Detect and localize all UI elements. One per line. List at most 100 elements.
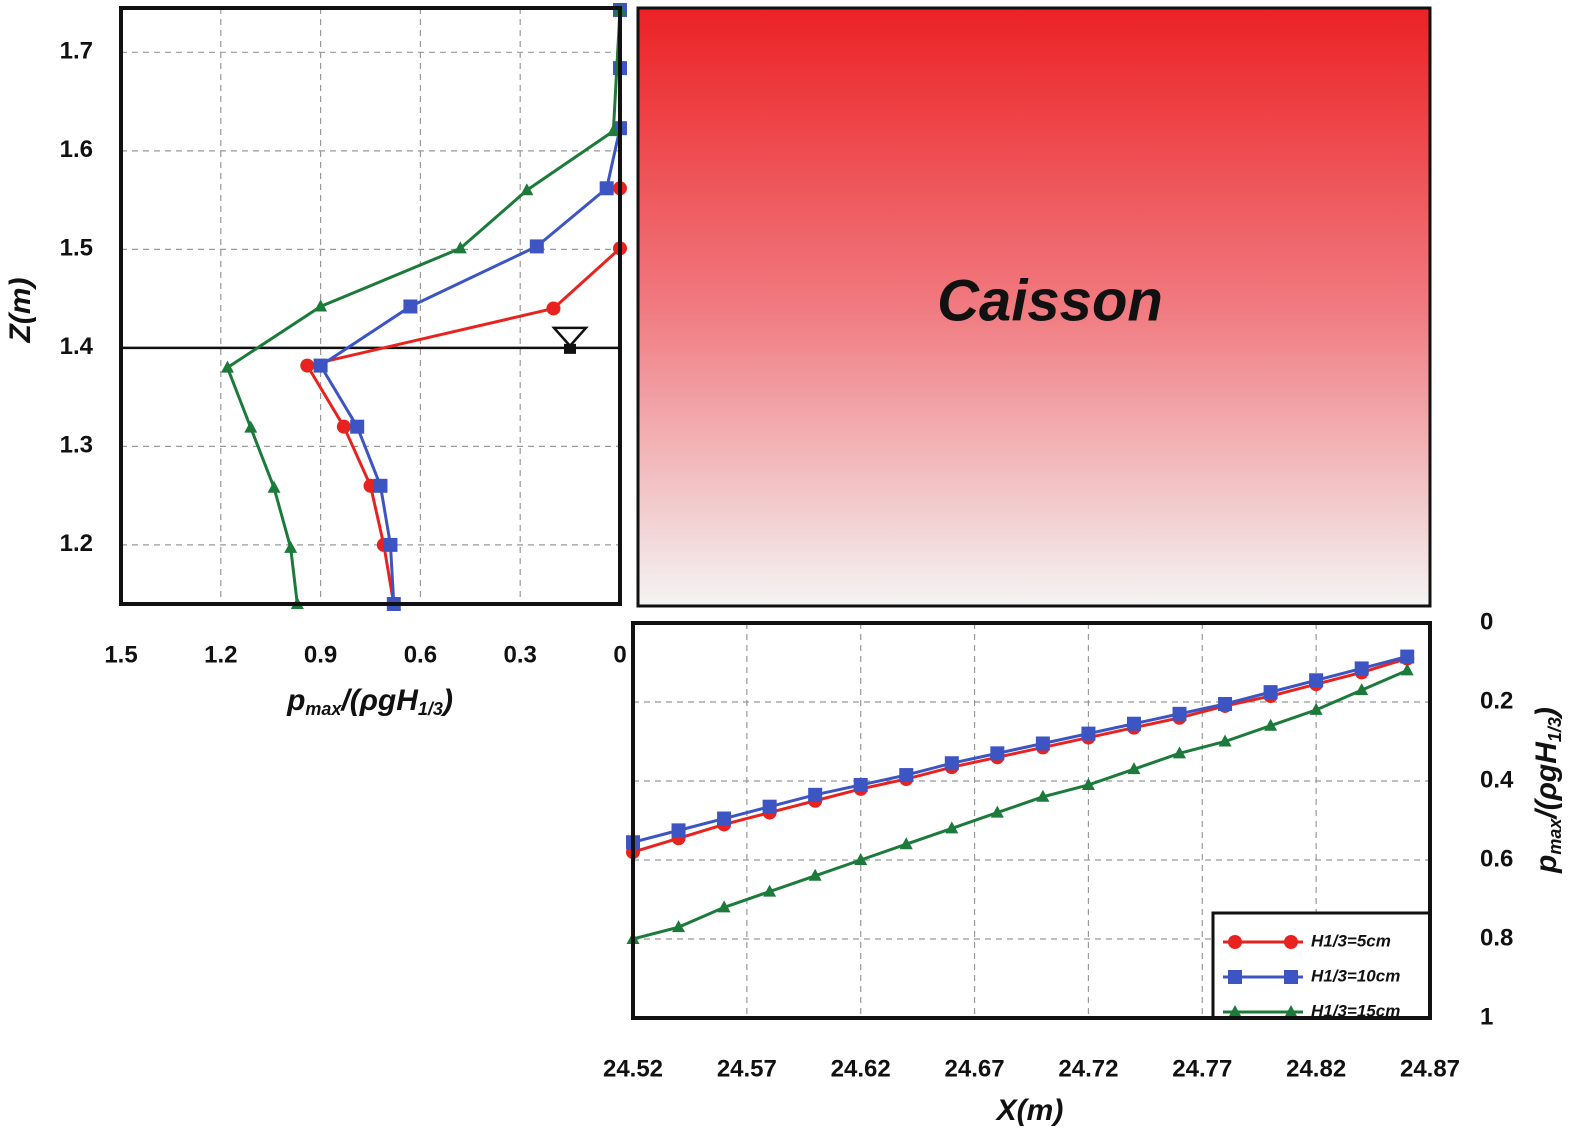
- marker: [899, 837, 913, 850]
- axis-label-part: /(ρgH: [339, 684, 419, 717]
- marker: [1309, 673, 1324, 688]
- marker: [990, 805, 1004, 818]
- x-tick-label: 0.6: [404, 641, 437, 668]
- water-symbol: [564, 343, 576, 354]
- y-tick-label: 0.6: [1480, 845, 1513, 872]
- x-tick-label: 24.72: [1058, 1055, 1118, 1082]
- axis-label-part: ): [440, 684, 453, 717]
- marker: [1284, 935, 1298, 949]
- y-tick-label: 1.3: [60, 432, 93, 459]
- plot-frame: [631, 621, 1432, 1020]
- y-tick-label: 1: [1480, 1003, 1493, 1030]
- marker: [990, 746, 1005, 761]
- series-line: [225, 9, 622, 605]
- y-tick-label: 1.5: [60, 235, 93, 262]
- marker: [808, 868, 822, 881]
- marker: [1355, 683, 1369, 696]
- marker: [717, 900, 731, 913]
- caisson-label: Caisson: [937, 268, 1163, 333]
- marker: [403, 299, 418, 314]
- marker: [1264, 718, 1278, 731]
- axis-label-part: max: [1545, 818, 1565, 855]
- x-tick-label: 24.52: [603, 1055, 663, 1082]
- marker: [520, 183, 534, 196]
- marker: [529, 239, 544, 254]
- series-line: [318, 9, 622, 605]
- marker: [1309, 702, 1323, 715]
- marker: [546, 301, 561, 316]
- marker: [606, 124, 620, 137]
- marker: [671, 823, 686, 838]
- marker: [762, 799, 777, 814]
- marker: [808, 787, 823, 802]
- x-tick-label: 1.5: [104, 641, 137, 668]
- y-tick-label: 0: [1480, 608, 1493, 635]
- marker: [1228, 1005, 1242, 1017]
- marker: [383, 537, 398, 552]
- marker: [1284, 1005, 1298, 1017]
- x-tick-label: 24.77: [1172, 1055, 1232, 1082]
- marker: [1228, 935, 1242, 949]
- marker: [1218, 696, 1233, 711]
- y-tick-label: 0.4: [1480, 766, 1514, 793]
- x-tick-label: 1.2: [204, 641, 237, 668]
- series-line: [632, 669, 1408, 941]
- axis-label-part: 1/3: [1545, 717, 1565, 742]
- y-tick-label: 0.8: [1480, 924, 1513, 951]
- x-tick-label: 24.67: [945, 1055, 1005, 1082]
- x-label: X(m): [995, 1094, 1064, 1127]
- x-tick-label: 24.87: [1400, 1055, 1460, 1082]
- marker: [1081, 777, 1095, 790]
- marker: [1228, 970, 1242, 984]
- marker: [717, 811, 732, 826]
- marker: [267, 480, 281, 493]
- marker: [313, 358, 328, 373]
- legend-label: H1/3=10cm: [1311, 966, 1400, 985]
- marker: [1036, 789, 1050, 802]
- marker: [1172, 706, 1187, 721]
- marker: [1173, 746, 1187, 759]
- marker: [220, 360, 234, 373]
- marker: [1127, 762, 1141, 775]
- caisson: [636, 6, 1432, 608]
- y-tick-label: 1.7: [60, 38, 93, 65]
- marker: [284, 540, 298, 553]
- marker: [1263, 685, 1278, 700]
- legend-label: H1/3=5cm: [1311, 931, 1391, 950]
- marker: [373, 478, 388, 493]
- x-tick-label: 24.82: [1286, 1055, 1346, 1082]
- legend-label: H1/3=15cm: [1311, 1001, 1400, 1020]
- marker: [1035, 736, 1050, 751]
- y-tick-label: 1.2: [60, 530, 93, 557]
- axis-label-part: 1/3: [418, 699, 443, 719]
- marker: [453, 241, 467, 254]
- marker: [1218, 734, 1232, 747]
- axis-label-part: ): [1530, 707, 1563, 720]
- marker: [1126, 716, 1141, 731]
- axis-label: pmax/(ρgH1/3): [1530, 707, 1565, 874]
- marker: [1400, 663, 1414, 676]
- plot-frame: [119, 6, 622, 606]
- marker: [1081, 726, 1096, 741]
- marker: [1284, 970, 1298, 984]
- marker: [763, 884, 777, 897]
- marker: [1400, 649, 1415, 664]
- y-label: Z(m): [4, 278, 37, 344]
- axis-label-part: max: [305, 699, 342, 719]
- water-symbol: [551, 326, 589, 348]
- series-line: [632, 657, 1408, 854]
- axis-label-part: p: [1530, 855, 1563, 874]
- series-line: [304, 9, 622, 605]
- x-tick-label: 0.9: [304, 641, 337, 668]
- marker: [945, 821, 959, 834]
- y-tick-label: 1.4: [60, 333, 94, 360]
- axis-label: pmax/(ρgH1/3): [286, 684, 453, 719]
- marker: [244, 420, 258, 433]
- axis-label-part: p: [286, 684, 305, 717]
- y-tick-label: 0.2: [1480, 687, 1513, 714]
- marker: [599, 181, 614, 196]
- axis-label-part: /(ρgH: [1530, 741, 1563, 821]
- marker: [854, 853, 868, 865]
- y-tick-label: 1.6: [60, 136, 93, 163]
